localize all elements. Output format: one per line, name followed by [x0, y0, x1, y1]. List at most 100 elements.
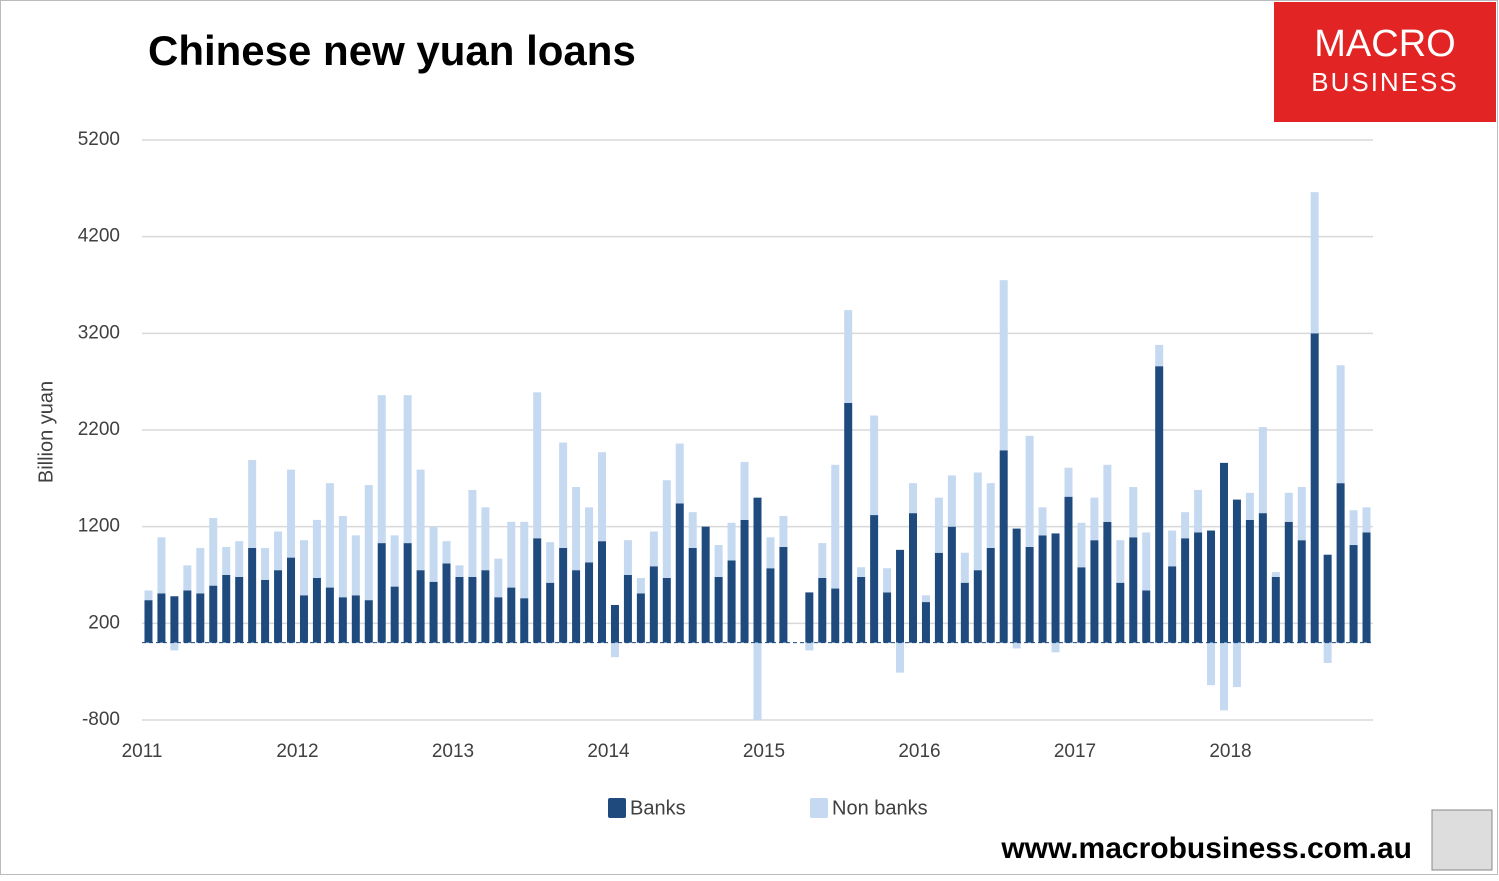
bar-segment — [1181, 512, 1190, 539]
bar-segment — [170, 596, 179, 643]
bar-segment — [688, 547, 697, 643]
y-tick-label: 1200 — [78, 516, 120, 537]
bar-segment — [144, 590, 153, 601]
bar-segment — [1323, 642, 1332, 663]
logo-text: BUSINESS — [1311, 67, 1459, 97]
bar-segment — [844, 310, 853, 403]
bar-segment — [1090, 540, 1099, 643]
bar-segment — [261, 547, 270, 580]
bar-segment — [157, 537, 166, 594]
bar-segment — [325, 483, 334, 588]
x-tick-label: 2011 — [122, 741, 163, 762]
bar-segment — [675, 443, 684, 504]
bar-segment — [1155, 366, 1164, 643]
bar-segment — [766, 537, 775, 569]
bar-segment — [1025, 546, 1034, 643]
bar-segment — [248, 459, 257, 548]
bar-segment — [1051, 642, 1060, 653]
bar-segment — [675, 503, 684, 643]
bar-segment — [818, 543, 827, 578]
x-tick-label: 2016 — [898, 741, 940, 762]
bar-segment — [416, 570, 425, 643]
bar-segment — [701, 526, 710, 643]
bar-segment — [908, 513, 917, 643]
wolf-icon — [1431, 809, 1493, 871]
bar-segment — [1077, 567, 1086, 643]
bar-segment — [429, 581, 438, 643]
bar-segment — [740, 519, 749, 643]
bar-segment — [481, 507, 490, 571]
bar-segment — [403, 543, 412, 643]
bar-segment — [507, 521, 516, 588]
x-tick-label: 2018 — [1209, 741, 1251, 762]
bar-segment — [209, 585, 218, 643]
bar-segment — [766, 568, 775, 643]
bar-segment — [585, 562, 594, 643]
bar-segment — [960, 582, 969, 643]
bar-segment — [908, 483, 917, 514]
bar-segment — [261, 579, 270, 643]
bar-segment — [662, 480, 671, 578]
bar-segment — [1271, 572, 1280, 577]
bar-segment — [1336, 365, 1345, 484]
bar-segment — [287, 557, 296, 643]
x-tick-label: 2017 — [1054, 741, 1096, 762]
x-tick-label: 2013 — [432, 741, 474, 762]
x-tick-label: 2014 — [587, 741, 630, 762]
bar-segment — [844, 402, 853, 643]
y-tick-label: 3200 — [78, 322, 120, 343]
bar-segment — [779, 516, 788, 547]
bar-segment — [1025, 435, 1034, 547]
bar-segment — [779, 546, 788, 643]
bar-segment — [442, 563, 451, 643]
bar-segment — [934, 497, 943, 553]
y-tick-label: 2200 — [78, 419, 120, 440]
bar-segment — [1168, 530, 1177, 567]
bar-segment — [921, 602, 930, 643]
bar-segment — [312, 519, 321, 578]
bar-segment — [364, 600, 373, 643]
y-tick-label: 200 — [88, 612, 120, 633]
bar-segment — [623, 540, 632, 575]
bar-segment — [857, 567, 866, 577]
bar-segment — [533, 392, 542, 539]
bar-segment — [883, 592, 892, 643]
bar-segment — [727, 560, 736, 643]
bar-segment — [390, 535, 399, 587]
bar-segment — [481, 570, 490, 643]
bar-segment — [196, 547, 205, 594]
bar-segment — [610, 642, 619, 658]
bar-segment — [572, 487, 581, 571]
bar-segment — [986, 547, 995, 643]
bar-segment — [870, 415, 879, 516]
logo-text: MACRO — [1314, 23, 1455, 65]
x-tick-label: 2012 — [276, 741, 318, 762]
bar-segment — [416, 469, 425, 571]
bar-segment — [1142, 532, 1151, 591]
bar-segment — [377, 543, 386, 643]
bar-segment — [1336, 483, 1345, 643]
bar-segment — [325, 587, 334, 643]
bar-segment — [1207, 530, 1216, 643]
bar-segment — [714, 576, 723, 643]
bar-segment — [455, 576, 464, 643]
bar-segment — [1077, 522, 1086, 568]
bar-segment — [222, 546, 231, 575]
bar-segment — [1207, 642, 1216, 686]
bar-segment — [1349, 545, 1358, 643]
y-tick-label: 4200 — [78, 226, 120, 247]
bar-segment — [1038, 507, 1047, 536]
bar-segment — [1168, 566, 1177, 643]
bar-segment — [896, 642, 905, 673]
bar-segment — [494, 558, 503, 598]
bar-segment — [831, 588, 840, 643]
bar-segment — [649, 531, 658, 567]
bar-segment — [1194, 532, 1203, 643]
bar-segment — [973, 570, 982, 643]
bar-segment — [623, 575, 632, 643]
bar-segment — [921, 595, 930, 603]
bar-segment — [688, 512, 697, 548]
bar-segment — [299, 595, 308, 643]
bar-segment — [248, 547, 257, 643]
